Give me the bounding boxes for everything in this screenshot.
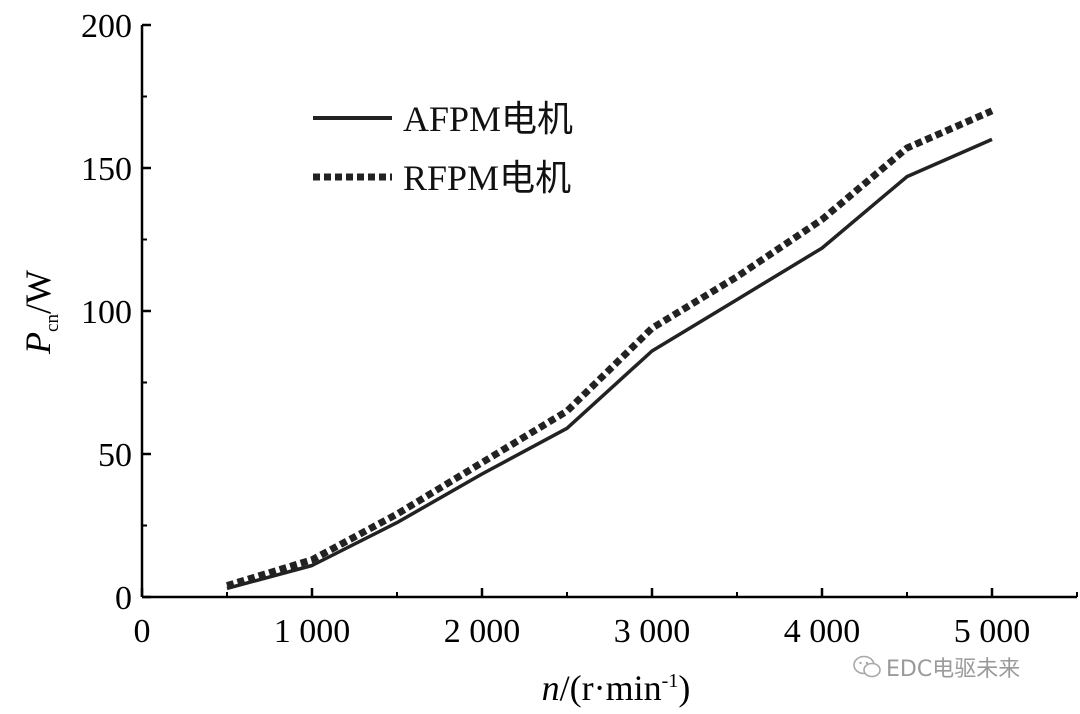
legend-label-afpm: AFPM电机	[403, 99, 573, 139]
x-axis-title-main: n	[542, 668, 560, 708]
y-tick-label-100: 100	[81, 294, 132, 331]
y-tick-label-200: 200	[81, 8, 132, 45]
legend-label-rfpm: RFPM电机	[403, 158, 571, 198]
x-tick-label-1000: 1 000	[274, 613, 351, 650]
watermark-text: EDC电驱未来	[886, 657, 1021, 682]
x-axis-title-close: )	[678, 668, 690, 708]
wechat-icon	[853, 655, 881, 678]
ticks: 0 50 100 150 200 0 1 000 2 000 3 000 4 000 5 000	[81, 8, 1078, 650]
x-axis-title-rest: /(r·min	[560, 668, 662, 708]
y-tick-label-50: 50	[98, 437, 132, 474]
x-tick-label-0: 0	[134, 613, 151, 650]
y-axis-title-sub: cn	[42, 314, 63, 332]
watermark: EDC电驱未来	[852, 652, 1020, 682]
legend: AFPM电机 RFPM电机	[313, 99, 573, 198]
axes	[140, 25, 1077, 599]
y-axis-title-rest: /W	[18, 270, 58, 314]
y-axis-title: Pcn/W	[18, 270, 63, 355]
y-tick-label-0: 0	[115, 580, 132, 617]
series-group	[225, 107, 994, 591]
x-tick-label-3000: 3 000	[614, 613, 691, 650]
x-axis-title: n/(r·min-1)	[542, 668, 691, 708]
x-tick-label-4000: 4 000	[784, 613, 861, 650]
y-tick-label-150: 150	[81, 151, 132, 188]
x-tick-label-2000: 2 000	[444, 613, 521, 650]
series-line-rfpm	[225, 107, 994, 589]
x-axis-title-sup: -1	[662, 670, 679, 692]
series-line-afpm	[226, 137, 993, 591]
y-axis-title-main: P	[18, 332, 58, 355]
x-tick-label-5000: 5 000	[954, 613, 1031, 650]
